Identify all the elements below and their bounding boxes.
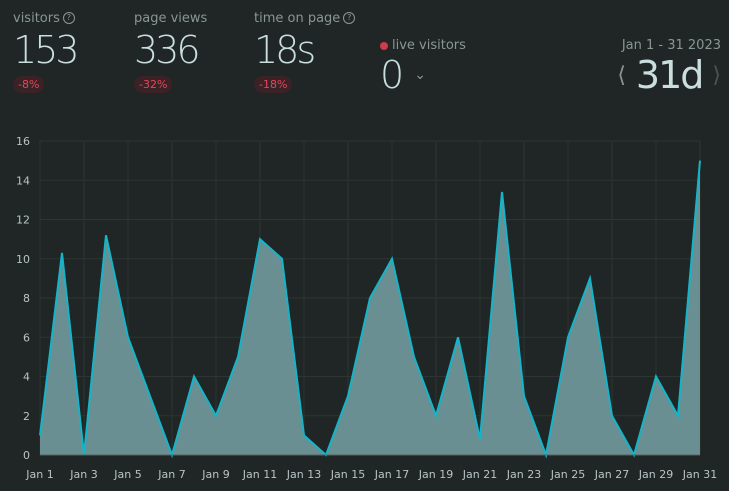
- help-icon[interactable]: ?: [62, 12, 75, 24]
- x-tick-label: Jan 19: [418, 468, 453, 481]
- x-tick-label: Jan 5: [113, 468, 141, 481]
- live-label: live visitors: [392, 38, 466, 53]
- stat-label: time on page: [254, 10, 341, 26]
- stat-label: visitors: [13, 10, 60, 26]
- y-tick-label: 4: [23, 371, 30, 384]
- y-tick-label: 14: [16, 174, 30, 187]
- help-icon[interactable]: ?: [343, 12, 356, 24]
- change-badge: -8%: [13, 76, 45, 93]
- x-tick-label: Jan 15: [330, 468, 365, 481]
- x-tick-label: Jan 13: [286, 468, 321, 481]
- chevron-left-icon[interactable]: ⟨: [617, 62, 626, 88]
- x-tick-label: Jan 21: [462, 468, 497, 481]
- x-tick-label: Jan 17: [374, 468, 409, 481]
- live-value: 0: [380, 53, 405, 97]
- stat-visitors: visitors? 153 -8%: [13, 10, 80, 93]
- date-range: Jan 1 - 31 2023 ⟨ 31d ⟩: [617, 38, 721, 97]
- x-tick-label: Jan 29: [638, 468, 673, 481]
- x-tick-label: Jan 23: [506, 468, 541, 481]
- stat-value: 153: [13, 28, 80, 72]
- date-range-label: Jan 1 - 31 2023: [621, 38, 721, 53]
- live-visitors: live visitors 0 ⌄: [380, 38, 466, 97]
- y-tick-label: 6: [23, 331, 30, 344]
- stat-label: page views: [134, 10, 208, 26]
- range-value[interactable]: 31d: [635, 53, 704, 97]
- area-fill: [40, 160, 700, 455]
- y-tick-label: 12: [16, 214, 30, 227]
- y-tick-label: 2: [23, 410, 30, 423]
- change-badge: -18%: [254, 76, 293, 93]
- x-tick-label: Jan 7: [157, 468, 185, 481]
- y-tick-label: 10: [16, 253, 30, 266]
- stat-value: 336: [134, 28, 201, 72]
- x-tick-label: Jan 3: [69, 468, 97, 481]
- chevron-right-icon[interactable]: ⟩: [712, 62, 721, 88]
- y-tick-label: 8: [23, 292, 30, 305]
- x-tick-label: Jan 25: [550, 468, 585, 481]
- x-tick-label: Jan 11: [242, 468, 277, 481]
- change-badge: -32%: [134, 76, 173, 93]
- x-tick-label: Jan 27: [594, 468, 629, 481]
- x-tick-label: Jan 1: [25, 468, 53, 481]
- x-tick-label: Jan 9: [201, 468, 229, 481]
- y-tick-label: 16: [16, 135, 30, 148]
- stat-value: 18s: [254, 28, 316, 72]
- y-tick-label: 0: [23, 449, 30, 462]
- chevron-down-icon[interactable]: ⌄: [414, 67, 426, 83]
- stat-time-on-page: time on page? 18s -18%: [254, 10, 356, 93]
- live-dot-icon: [380, 41, 388, 50]
- x-tick-label: Jan 31: [682, 468, 717, 481]
- stat-page-views: page views 336 -32%: [134, 10, 207, 93]
